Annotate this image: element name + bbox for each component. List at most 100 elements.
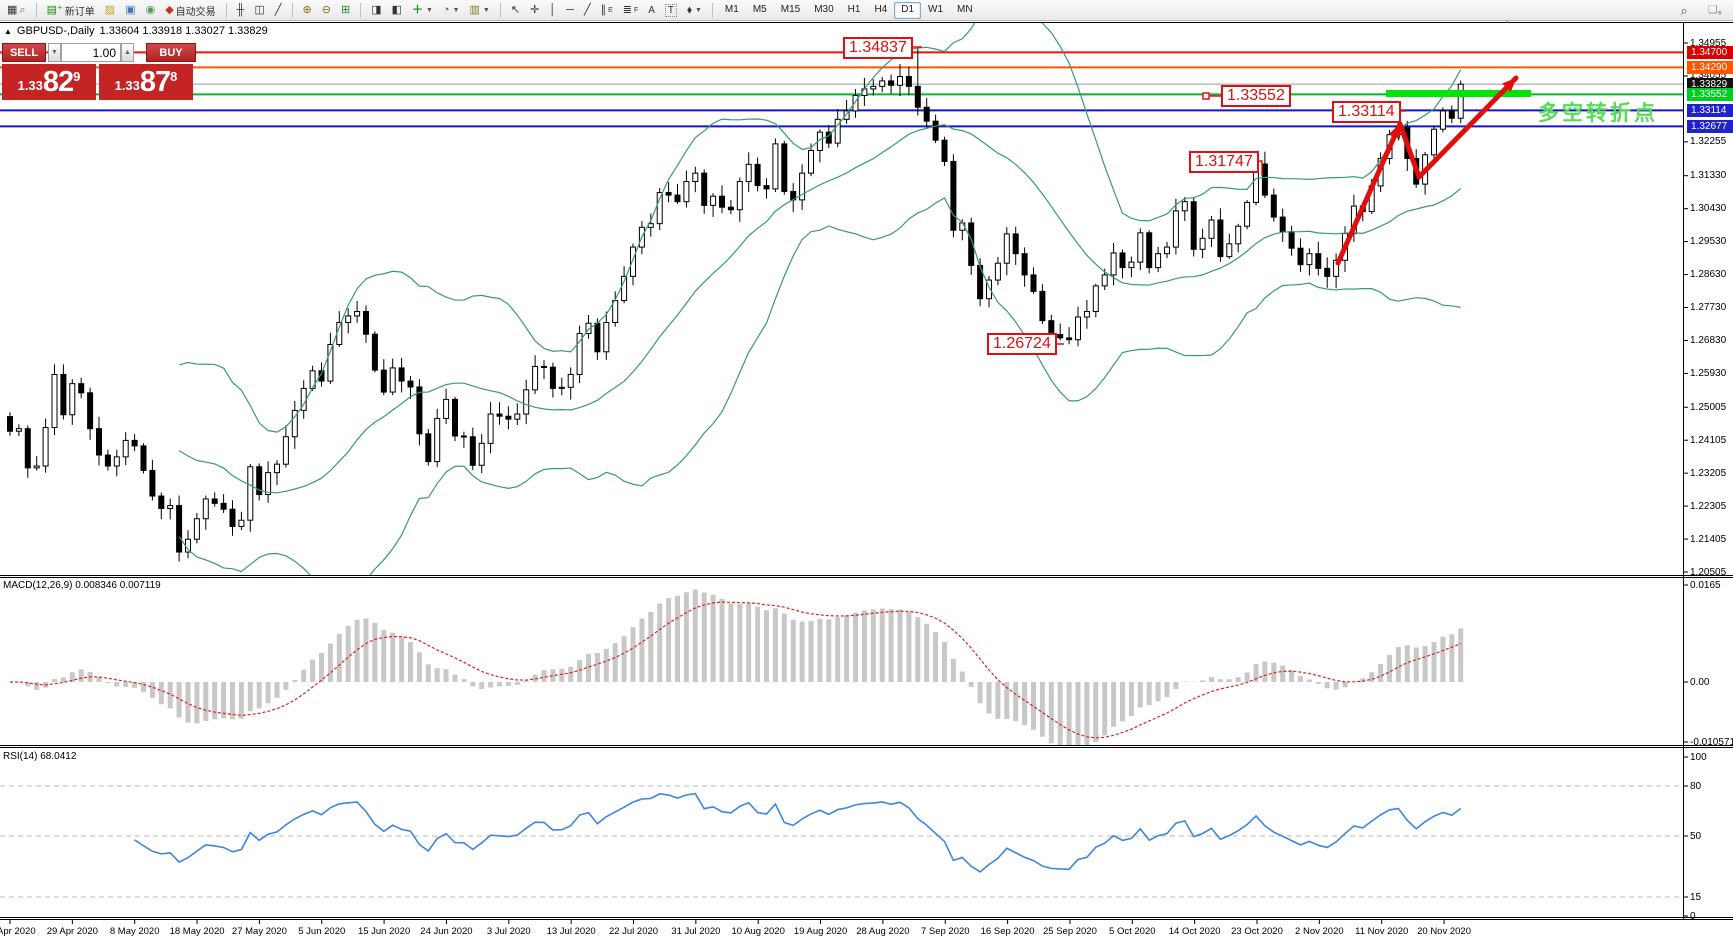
timeframe-button-h4[interactable]: H4: [874, 3, 888, 15]
templates-menu-button[interactable]: ▥ ▼: [465, 2, 495, 19]
channel-tool-icon[interactable]: ∥ E: [600, 3, 613, 16]
chinese-annotation-text[interactable]: 多空转折点: [1538, 102, 1658, 125]
price-axis-tick: 1.29530: [1690, 236, 1727, 248]
date-axis-label: 19 Aug 2020: [793, 926, 848, 937]
price-level-label: 1.33114: [1687, 103, 1733, 117]
volume-decrease-button[interactable]: ▼: [48, 43, 61, 62]
price-level-label: 1.33829: [1687, 77, 1733, 91]
price-axis-tick: 1.26830: [1690, 334, 1727, 346]
chart-preview-icon[interactable]: ▦ ⌕: [2, 2, 31, 19]
magnifier-icon: ⌕: [19, 3, 26, 16]
price-axis-tick: 1.34955: [1690, 37, 1727, 49]
trade-panel-controls: SELL ▼ ▲ BUY: [2, 43, 196, 62]
date-axis-label: 7 Sep 2020: [920, 926, 970, 937]
date-axis-label: 31 Jul 2020: [671, 926, 721, 937]
ohlc-values: 1.33604 1.33918 1.33027 1.33829: [99, 25, 268, 37]
price-callout-label[interactable]: 1.33114: [1332, 101, 1401, 123]
timeframe-button-m15[interactable]: M15: [780, 3, 801, 15]
date-axis-label: 8 May 2020: [109, 926, 160, 937]
crosshair-tool-icon[interactable]: ✛: [530, 3, 540, 16]
date-axis-label: 23 Oct 2020: [1231, 926, 1283, 937]
date-axis-label: 20 Apr 2020: [0, 926, 36, 937]
date-axis-label: 24 Jun 2020: [420, 926, 473, 937]
terminal-icon[interactable]: ▣: [125, 3, 136, 16]
chevron-down-icon: ▼: [452, 6, 460, 14]
fibonacci-tool-icon[interactable]: ≣ F: [622, 3, 639, 16]
chart-shift-icon[interactable]: ◧: [391, 3, 402, 16]
price-level-label: 1.34290: [1687, 60, 1733, 74]
toolbar-separator: [711, 2, 713, 18]
indicators-plus-icon: ＋: [411, 3, 423, 16]
signal-icon[interactable]: ◉: [145, 3, 156, 16]
sell-price-big: 82: [42, 66, 74, 98]
line-chart-type-icon[interactable]: ╱: [274, 3, 282, 16]
buy-price-sup: 8: [170, 69, 178, 84]
price-callout-label[interactable]: 1.33552: [1221, 85, 1291, 107]
price-level-label: 1.34700: [1687, 45, 1733, 59]
date-axis-label: 5 Oct 2020: [1109, 926, 1156, 937]
price-axis-tick: 1.34055: [1690, 70, 1727, 82]
sell-quote-button[interactable]: 1.33 82 9: [2, 64, 96, 100]
timeframe-button-mn[interactable]: MN: [957, 3, 973, 15]
price-callout-label[interactable]: 1.26724: [987, 333, 1057, 355]
label-tool-button[interactable]: T: [660, 2, 682, 19]
toolbar-separator: [360, 2, 362, 18]
rsi-scale-label: 0: [1690, 910, 1696, 922]
date-axis-label: 28 Aug 2020: [856, 926, 910, 937]
chevron-down-icon: ▼: [482, 6, 490, 14]
macd-scale-label: -0.010571: [1690, 736, 1733, 748]
date-axis-label: 5 Jun 2020: [298, 926, 346, 937]
new-order-button[interactable]: ▤⁺ 新订单: [42, 2, 100, 19]
timeframe-button-m30[interactable]: M30: [814, 3, 834, 15]
date-axis-label: 13 Jul 2020: [546, 926, 596, 937]
price-axis-tick: 1.25930: [1690, 367, 1727, 379]
autotrade-label: 自动交易: [175, 6, 216, 18]
periods-menu-button[interactable]: ◔ ▼: [438, 2, 465, 19]
cursor-tool-icon[interactable]: ↖: [510, 3, 521, 16]
horizontal-line-tool-icon[interactable]: ─: [566, 3, 574, 16]
volume-input[interactable]: [61, 43, 121, 62]
buy-price-big: 87: [139, 66, 171, 98]
timeframe-button-m5[interactable]: M5: [752, 3, 767, 15]
tile-windows-icon[interactable]: ⊞: [340, 3, 351, 16]
window-icon: ▦: [7, 3, 18, 16]
search-icon[interactable]: ⌕: [1680, 3, 1688, 18]
date-axis-label: 10 Aug 2020: [731, 926, 785, 937]
buy-quote-button[interactable]: 1.33 87 8: [99, 64, 193, 100]
chart-title-overlay: ▲ GBPUSD-,Daily 1.33604 1.33918 1.33027 …: [4, 25, 268, 37]
date-axis-label: 20 Nov 2020: [1417, 926, 1471, 937]
zoom-out-icon[interactable]: ⊖: [321, 3, 331, 16]
sell-button[interactable]: SELL: [2, 43, 46, 62]
auto-arrange-icon[interactable]: ◨: [371, 3, 382, 16]
volume-increase-button[interactable]: ▲: [121, 43, 134, 62]
one-click-panel-toggle-icon[interactable]: ▲: [4, 26, 12, 36]
price-callout-label[interactable]: 1.31747: [1189, 151, 1259, 173]
text-tool-button[interactable]: A: [643, 2, 660, 19]
price-callout-label[interactable]: 1.34837: [843, 37, 913, 59]
toolbar: ▦ ⌕ ▤⁺ 新订单 ▨ ▣ ◉ ◆ 自动交易 ╫ ◫ ╱ ⊕ ⊖ ⊞ ◨ ◧ ＋ ▼ …: [0, 0, 1733, 21]
indicators-menu-button[interactable]: ＋ ▼: [407, 2, 438, 19]
vertical-line-tool-icon[interactable]: │: [549, 3, 557, 16]
price-axis-tick: 1.22305: [1690, 500, 1727, 512]
timeframe-button-h1[interactable]: H1: [847, 3, 861, 15]
rsi-scale-label: 50: [1690, 830, 1702, 842]
price-axis-tick: 1.23205: [1690, 467, 1727, 479]
buy-button[interactable]: BUY: [146, 43, 196, 62]
timeframe-button-d1[interactable]: D1: [894, 1, 922, 19]
trendline-tool-icon[interactable]: ╱: [583, 3, 591, 16]
chevron-down-icon: ▼: [694, 6, 702, 14]
toolbar-separator: [499, 2, 501, 18]
autotrade-button[interactable]: ◆ 自动交易: [160, 2, 220, 19]
bar-chart-type-icon[interactable]: ╫: [236, 3, 245, 16]
price-axis-tick: 1.20505: [1690, 566, 1727, 578]
candlestick-type-icon[interactable]: ◫: [254, 3, 265, 16]
timeframe-button-m1[interactable]: M1: [724, 3, 739, 15]
cleanup-icon[interactable]: ▨: [104, 3, 116, 16]
rsi-scale-label: 100: [1690, 751, 1707, 763]
zoom-in-icon[interactable]: ⊕: [302, 3, 312, 16]
shapes-menu-button[interactable]: ⬧ ▼: [687, 3, 702, 16]
timeframe-button-w1[interactable]: W1: [928, 3, 944, 15]
chat-icon[interactable]: ❑❟: [1707, 4, 1722, 16]
